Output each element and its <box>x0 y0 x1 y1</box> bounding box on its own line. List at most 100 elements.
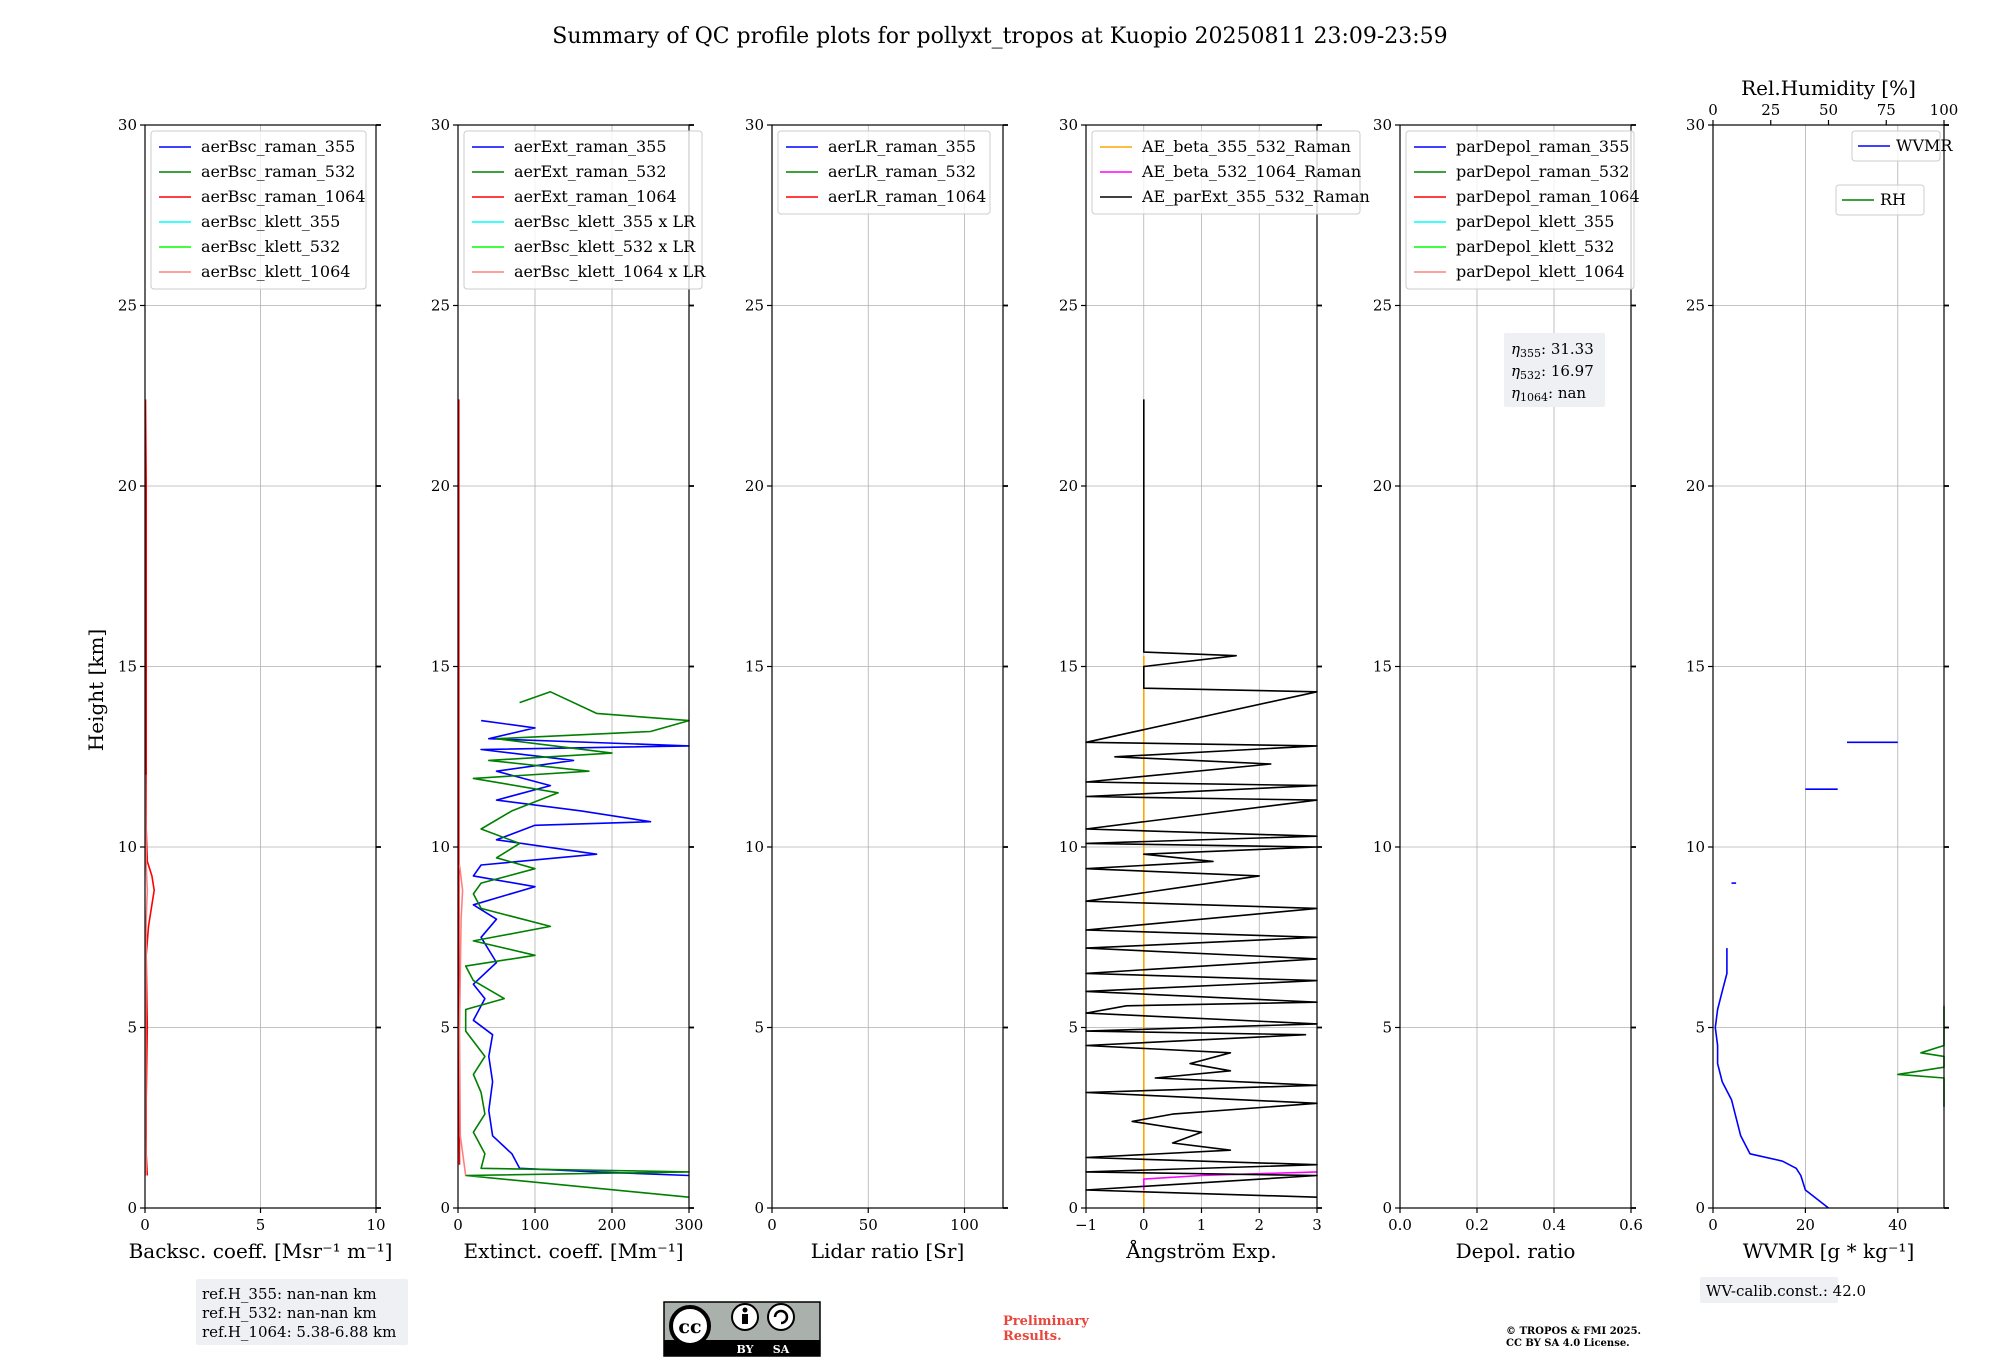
legend-label: aerExt_raman_532 <box>514 162 667 181</box>
eta-355: η355: 31.33 <box>1511 340 1594 360</box>
top-x-tick-label: 100 <box>1930 101 1959 119</box>
legend-label: aerBsc_klett_355 <box>201 212 340 231</box>
x-axis-label-lr: Lidar ratio [Sr] <box>811 1239 965 1263</box>
top-x-tick-label: 50 <box>1819 101 1838 119</box>
y-tick-label: 15 <box>118 658 137 676</box>
series-bsc <box>144 399 155 1176</box>
cc-icon <box>669 1305 711 1347</box>
y-tick-label: 10 <box>1373 838 1392 856</box>
y-tick-label: 20 <box>1373 477 1392 495</box>
panel-bsc: 0 5 10 15 20 25 30 0 5 10 Backsc. coeff. [Msr⁻¹ m⁻… <box>118 116 392 1263</box>
ref-height-355: ref.H_355: nan-nan km <box>202 1285 377 1303</box>
legend-label: parDepol_raman_1064 <box>1456 187 1640 206</box>
legend-box <box>1835 184 1925 216</box>
y-tick-label: 5 <box>1068 1019 1078 1037</box>
x-axis-label-ae: Ångström Exp. <box>1125 1238 1276 1263</box>
legend-box <box>777 130 991 215</box>
series-line-AE_beta_532_1064_Raman <box>1143 1171 1318 1190</box>
x-tick-label: 100 <box>521 1216 550 1234</box>
x-tick-label: 300 <box>675 1216 704 1234</box>
legend-label: parDepol_raman_355 <box>1456 137 1629 156</box>
svg-text:Results.: Results. <box>1003 1329 1062 1344</box>
series-line-aerExt_raman_532 <box>464 690 690 1198</box>
legend-label: aerBsc_raman_532 <box>201 162 355 181</box>
y-tick-label: 30 <box>118 116 137 134</box>
legend-lr: aerLR_raman_355 aerLR_raman_532 aerLR_rama… <box>777 130 991 215</box>
y-tick-label: 10 <box>118 838 137 856</box>
x-tick-label: 20 <box>1796 1216 1815 1234</box>
y-tick-label: 5 <box>127 1019 137 1037</box>
y-tick-label: 10 <box>1686 838 1705 856</box>
y-tick-label: 0 <box>1382 1199 1392 1217</box>
x-tick-label: 0 <box>453 1216 463 1234</box>
x-tick-label: 2 <box>1254 1216 1264 1234</box>
y-tick-label: 15 <box>431 658 450 676</box>
legend-label: aerExt_raman_1064 <box>514 187 677 206</box>
svg-text:Preliminary: Preliminary <box>1003 1314 1089 1329</box>
cc-license-badge: cc BY SA <box>663 1301 821 1357</box>
grid-ae <box>1085 124 1318 1209</box>
y-tick-label: 20 <box>118 477 137 495</box>
x-axis-label-wv: WVMR [g * kg⁻¹] <box>1743 1239 1915 1263</box>
series-ext <box>457 399 690 1198</box>
top-x-axis-label: Rel.Humidity [%] <box>1741 76 1916 100</box>
legend-label: parDepol_klett_532 <box>1456 237 1614 256</box>
x-tick-label: 10 <box>366 1216 385 1234</box>
legend-WVMR: WVMR <box>1851 130 1953 162</box>
wv-calib-box: WV-calib.const.: 42.0 <box>1700 1277 1866 1303</box>
ref-height-box: ref.H_355: nan-nan km ref.H_532: nan-nan… <box>196 1279 408 1345</box>
grid-wv <box>1712 124 1944 1209</box>
svg-text:cc: cc <box>678 1316 701 1338</box>
legend-box <box>150 130 367 290</box>
copyright-note: © TROPOS & FMI 2025. CC BY SA 4.0 Licens… <box>1506 1326 1641 1349</box>
legend-label: aerLR_raman_1064 <box>828 187 986 206</box>
legend-box <box>1851 130 1941 162</box>
ref-height-1064: ref.H_1064: 5.38-6.88 km <box>202 1323 396 1341</box>
legend-RH: RH <box>1835 184 1925 216</box>
legend-label: RH <box>1880 190 1906 209</box>
x-tick-label: 3 <box>1312 1216 1322 1234</box>
legend-label: parDepol_klett_1064 <box>1456 262 1625 281</box>
legend-label: AE_beta_355_532_Raman <box>1141 137 1351 156</box>
legend-ext: aerExt_raman_355 aerExt_raman_532 aerExt_r… <box>463 130 706 290</box>
grid-lr <box>771 124 1003 1209</box>
legend-label: aerBsc_klett_1064 x LR <box>514 262 706 281</box>
sa-icon <box>767 1303 795 1331</box>
x-tick-label: 100 <box>950 1216 979 1234</box>
x-tick-label: −1 <box>1075 1216 1097 1234</box>
x-tick-label: 50 <box>859 1216 878 1234</box>
panel-lr: 0 5 10 15 20 25 30 0 50 100 Lidar ratio [Sr] aerLR_… <box>745 116 1008 1263</box>
y-tick-label: 25 <box>745 297 764 315</box>
legend-label: aerLR_raman_532 <box>828 162 976 181</box>
x-tick-label: 0 <box>767 1216 777 1234</box>
y-tick-label: 30 <box>1373 116 1392 134</box>
y-tick-label: 20 <box>1059 477 1078 495</box>
y-tick-label: 20 <box>431 477 450 495</box>
y-tick-label: 5 <box>1382 1019 1392 1037</box>
series-ae <box>1085 399 1318 1208</box>
y-tick-label: 10 <box>1059 838 1078 856</box>
legend-box <box>463 130 703 290</box>
legend-label: aerBsc_raman_1064 <box>201 187 366 206</box>
svg-text:CC BY SA 4.0 License.: CC BY SA 4.0 License. <box>1506 1338 1630 1349</box>
eta-532: η532: 16.97 <box>1511 362 1594 382</box>
legend-label: aerBsc_klett_532 x LR <box>514 237 696 256</box>
top-x-tick-label: 25 <box>1761 101 1780 119</box>
svg-text:BY: BY <box>737 1343 754 1356</box>
x-tick-label: 0.4 <box>1542 1216 1566 1234</box>
x-axis-label-ext: Extinct. coeff. [Mm⁻¹] <box>463 1239 683 1263</box>
legend-label: aerBsc_raman_355 <box>201 137 355 156</box>
y-tick-label: 5 <box>1695 1019 1705 1037</box>
legend-label: AE_parExt_355_532_Raman <box>1141 187 1370 206</box>
y-tick-label: 20 <box>1686 477 1705 495</box>
ref-height-532: ref.H_532: nan-nan km <box>202 1304 377 1322</box>
x-tick-label: 1 <box>1197 1216 1207 1234</box>
series-line-aerBsc_raman_1064 <box>144 399 155 1176</box>
legend-label: AE_beta_532_1064_Raman <box>1141 162 1361 181</box>
legend-bsc: aerBsc_raman_355 aerBsc_raman_532 aerBsc_r… <box>150 130 367 290</box>
